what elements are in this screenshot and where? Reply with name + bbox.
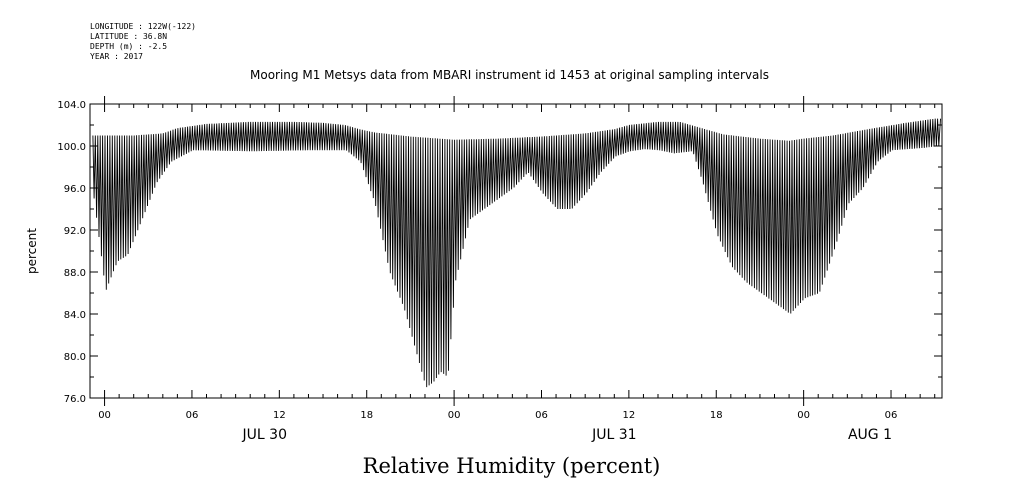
latitude-text: LATITUDE : 36.8N [90,32,168,41]
metadata-block: LONGITUDE : 122W(-122) LATITUDE : 36.8N … [90,22,196,62]
x-date-label: AUG 1 [848,427,892,443]
y-tick-label: 76.0 [64,394,86,405]
x-tick-label: 18 [360,410,373,421]
longitude-text: LONGITUDE : 122W(-122) [90,22,196,31]
y-tick-label: 88.0 [64,268,86,279]
y-tick-label: 104.0 [57,100,86,111]
axes-layer: 104.0 100.0 96.0 92.0 88.0 84.0 80.0 76.0 00 06 12… [57,96,943,443]
humidity-series-line [92,118,941,388]
x-tick-label: 00 [98,410,111,421]
x-tick-label: 00 [797,410,810,421]
chart-title-container: Mooring M1 Metsys data from MBARI instru… [0,68,1009,82]
chart-title: Mooring M1 Metsys data from MBARI instru… [250,68,769,82]
main-title: Relative Humidity (percent) [362,454,661,478]
x-tick-label: 12 [273,410,286,421]
y-tick-label: 100.0 [57,142,86,153]
y-tick-label: 80.0 [64,352,86,363]
x-tick-label: 06 [535,410,548,421]
x-date-label: JUL 30 [242,427,287,443]
x-tick-label: 06 [885,410,898,421]
x-date-label: JUL 31 [591,427,636,443]
x-tick-label: 06 [186,410,199,421]
plot-data-layer [92,118,941,388]
y-axis-label: percent [25,228,39,274]
depth-text: DEPTH (m) : -2.5 [90,42,168,51]
year-text: YEAR : 2017 [90,52,143,61]
y-tick-label: 96.0 [64,184,86,195]
x-tick-label: 12 [623,410,636,421]
y-tick-label: 84.0 [64,310,86,321]
y-tick-label: 92.0 [64,226,86,237]
main-title-container: Relative Humidity (percent) [0,454,1009,478]
x-tick-label: 00 [448,410,461,421]
x-tick-label: 18 [710,410,723,421]
